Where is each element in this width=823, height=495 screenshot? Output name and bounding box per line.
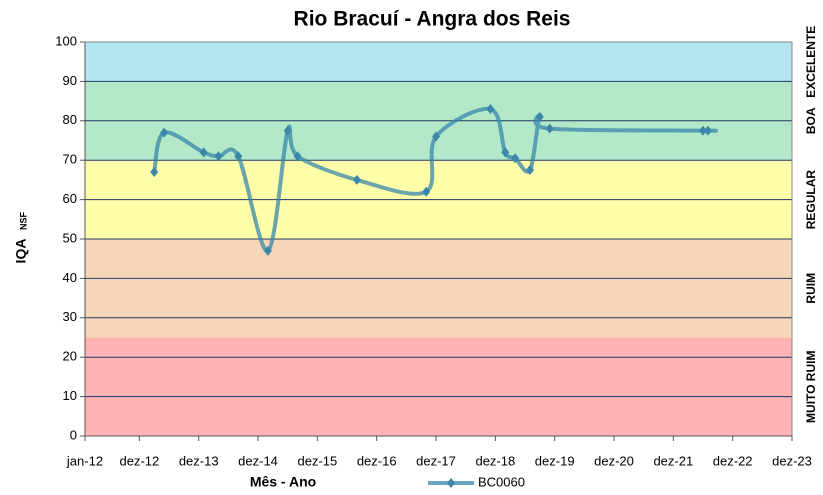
y-tick-label: 80 bbox=[63, 112, 77, 127]
data-point bbox=[545, 123, 554, 134]
x-tick-label: dez-13 bbox=[179, 453, 219, 468]
y-tick-label: 90 bbox=[63, 73, 77, 88]
x-tick-label: dez-15 bbox=[297, 453, 337, 468]
data-point bbox=[214, 151, 223, 162]
band-label: EXCELENTE bbox=[804, 26, 818, 98]
x-tick-label: dez-14 bbox=[238, 453, 278, 468]
band-label: REGULAR bbox=[804, 170, 818, 230]
y-tick-label: 60 bbox=[63, 191, 77, 206]
y-tick-label: 30 bbox=[63, 309, 77, 324]
data-point bbox=[525, 165, 534, 176]
x-tick-label: dez-12 bbox=[120, 453, 160, 468]
band bbox=[85, 337, 792, 436]
x-tick-label: dez-19 bbox=[535, 453, 575, 468]
band-label: BOA bbox=[804, 107, 818, 134]
band bbox=[85, 239, 792, 338]
y-tick-label: 10 bbox=[63, 388, 77, 403]
y-tick-label: 70 bbox=[63, 152, 77, 167]
data-point bbox=[703, 125, 712, 136]
data-point bbox=[199, 147, 208, 158]
data-point bbox=[283, 125, 292, 136]
data-point bbox=[234, 151, 243, 162]
data-point bbox=[422, 186, 431, 197]
x-axis-title: Mês - Ano bbox=[250, 474, 316, 490]
chart-title: Rio Bracuí - Angra dos Reis bbox=[294, 8, 571, 31]
x-tick-label: dez-23 bbox=[772, 453, 812, 468]
data-point bbox=[511, 153, 520, 164]
y-tick-label: 100 bbox=[55, 33, 77, 48]
data-point bbox=[150, 167, 159, 178]
data-point bbox=[293, 151, 302, 162]
x-tick-label: dez-21 bbox=[653, 453, 693, 468]
data-point bbox=[263, 245, 272, 256]
data-point bbox=[501, 147, 510, 158]
y-tick-label: 20 bbox=[63, 349, 77, 364]
band-label: RUIM bbox=[804, 273, 818, 304]
data-point bbox=[535, 111, 544, 122]
y-tick-label: 0 bbox=[70, 427, 77, 442]
y-tick-label: 40 bbox=[63, 270, 77, 285]
x-tick-label: dez-16 bbox=[357, 453, 397, 468]
data-point bbox=[486, 103, 495, 114]
data-point bbox=[432, 131, 441, 142]
band-label: MUITO RUIM bbox=[804, 351, 818, 423]
data-point bbox=[160, 127, 169, 138]
band bbox=[85, 42, 792, 82]
y-axis-title-sub: NSF bbox=[18, 211, 28, 230]
x-tick-label: jan-12 bbox=[66, 453, 103, 468]
data-point bbox=[352, 174, 361, 185]
y-tick-label: 50 bbox=[63, 230, 77, 245]
y-axis-title-main: IQA bbox=[13, 239, 29, 264]
legend-label: BC0060 bbox=[478, 474, 525, 489]
x-tick-label: dez-20 bbox=[594, 453, 634, 468]
x-tick-label: dez-22 bbox=[713, 453, 753, 468]
legend-marker bbox=[447, 478, 455, 488]
x-tick-label: dez-17 bbox=[416, 453, 456, 468]
y-axis-title: IQA NSF bbox=[13, 211, 29, 263]
x-tick-label: dez-18 bbox=[475, 453, 515, 468]
data-point bbox=[699, 125, 708, 136]
